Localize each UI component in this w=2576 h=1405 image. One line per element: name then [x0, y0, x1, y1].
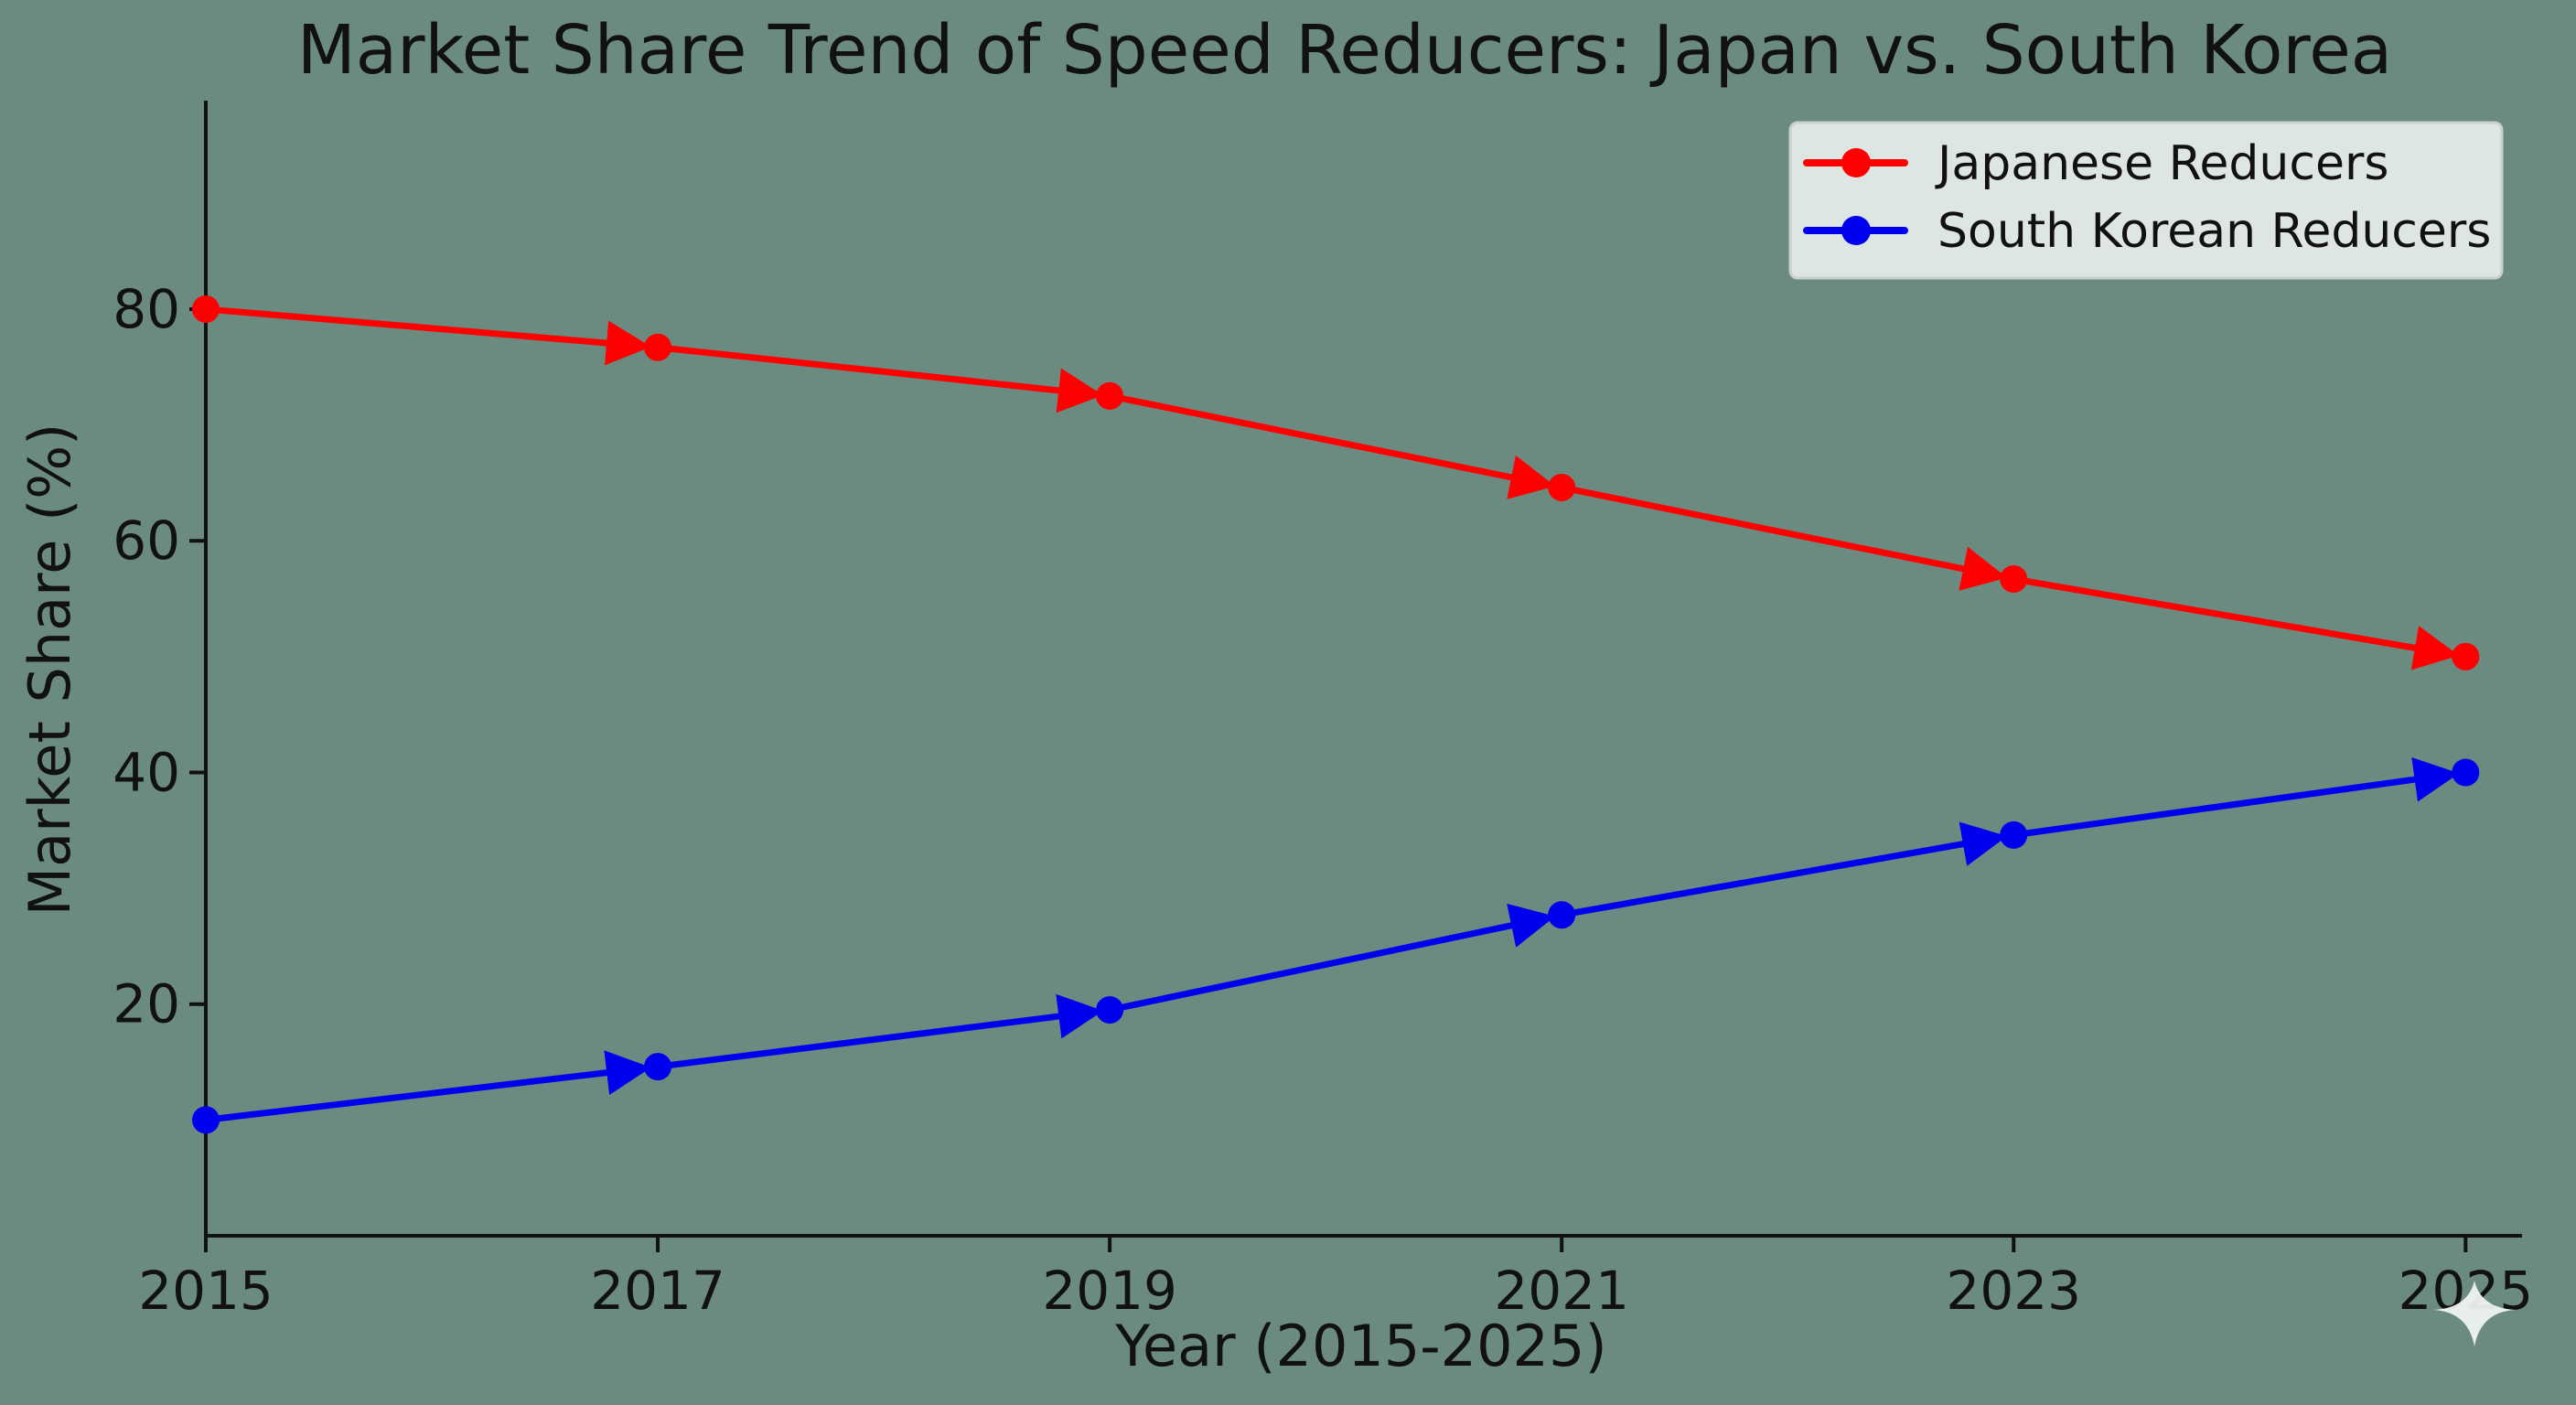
data-point: [192, 295, 220, 323]
x-axis-label: Year (2015-2025): [1114, 1313, 1606, 1379]
legend: Japanese Reducers South Korean Reducers: [1788, 121, 2504, 280]
data-point: [2000, 820, 2028, 849]
sparkle-icon: [2433, 1281, 2516, 1346]
series-layer: [192, 295, 2480, 1134]
data-point: [1096, 381, 1124, 410]
y-tick-label: 20: [113, 973, 180, 1035]
data-point: [192, 1106, 220, 1134]
x-tick-label: 2023: [1946, 1260, 2081, 1322]
y-ticks: 20 40 60 80: [113, 278, 206, 1035]
y-tick-label: 40: [113, 741, 180, 803]
series-line-segment: [654, 344, 1103, 413]
series-japanese-reducers: [192, 295, 2480, 670]
x-tick-label: 2017: [590, 1260, 725, 1322]
data-point: [1096, 996, 1124, 1024]
y-tick-label: 60: [113, 509, 180, 572]
x-ticks: 2015 2017 2019 2021 2023 2025: [138, 1236, 2533, 1322]
series-line-segment: [1106, 903, 1556, 1014]
data-point: [2452, 642, 2480, 670]
data-point: [1548, 473, 1576, 501]
series-line-segment: [202, 306, 651, 366]
data-point: [644, 333, 672, 361]
data-point: [2452, 758, 2480, 787]
series-line-segment: [1106, 392, 1556, 499]
series-line-segment: [1558, 484, 2008, 591]
legend-label: Japanese Reducers: [1935, 136, 2388, 191]
y-tick-label: 80: [113, 278, 180, 340]
series-line-segment: [1558, 821, 2008, 918]
series-line-segment: [2010, 575, 2460, 670]
sparkle-shape: [2433, 1281, 2516, 1346]
series-line-segment: [202, 1050, 651, 1123]
data-point: [1548, 901, 1576, 929]
legend-marker: [1841, 216, 1871, 245]
x-tick-label: 2019: [1042, 1260, 1177, 1322]
legend-marker: [1841, 148, 1871, 177]
x-tick-label: 2015: [138, 1260, 274, 1322]
chart-title: Market Share Trend of Speed Reducers: Ja…: [297, 11, 2392, 90]
legend-box: [1788, 121, 2504, 280]
data-point: [2000, 564, 2028, 593]
legend-items: Japanese Reducers South Korean Reducers: [1803, 136, 2491, 259]
x-tick-label: 2021: [1494, 1260, 1629, 1322]
data-point: [644, 1053, 672, 1081]
series-line-segment: [654, 993, 1103, 1070]
series-south-korean-reducers: [192, 756, 2480, 1134]
y-axis-label: Market Share (%): [16, 424, 83, 917]
legend-label: South Korean Reducers: [1937, 204, 2491, 259]
axes: [204, 101, 2522, 1238]
series-line-segment: [2010, 756, 2460, 839]
